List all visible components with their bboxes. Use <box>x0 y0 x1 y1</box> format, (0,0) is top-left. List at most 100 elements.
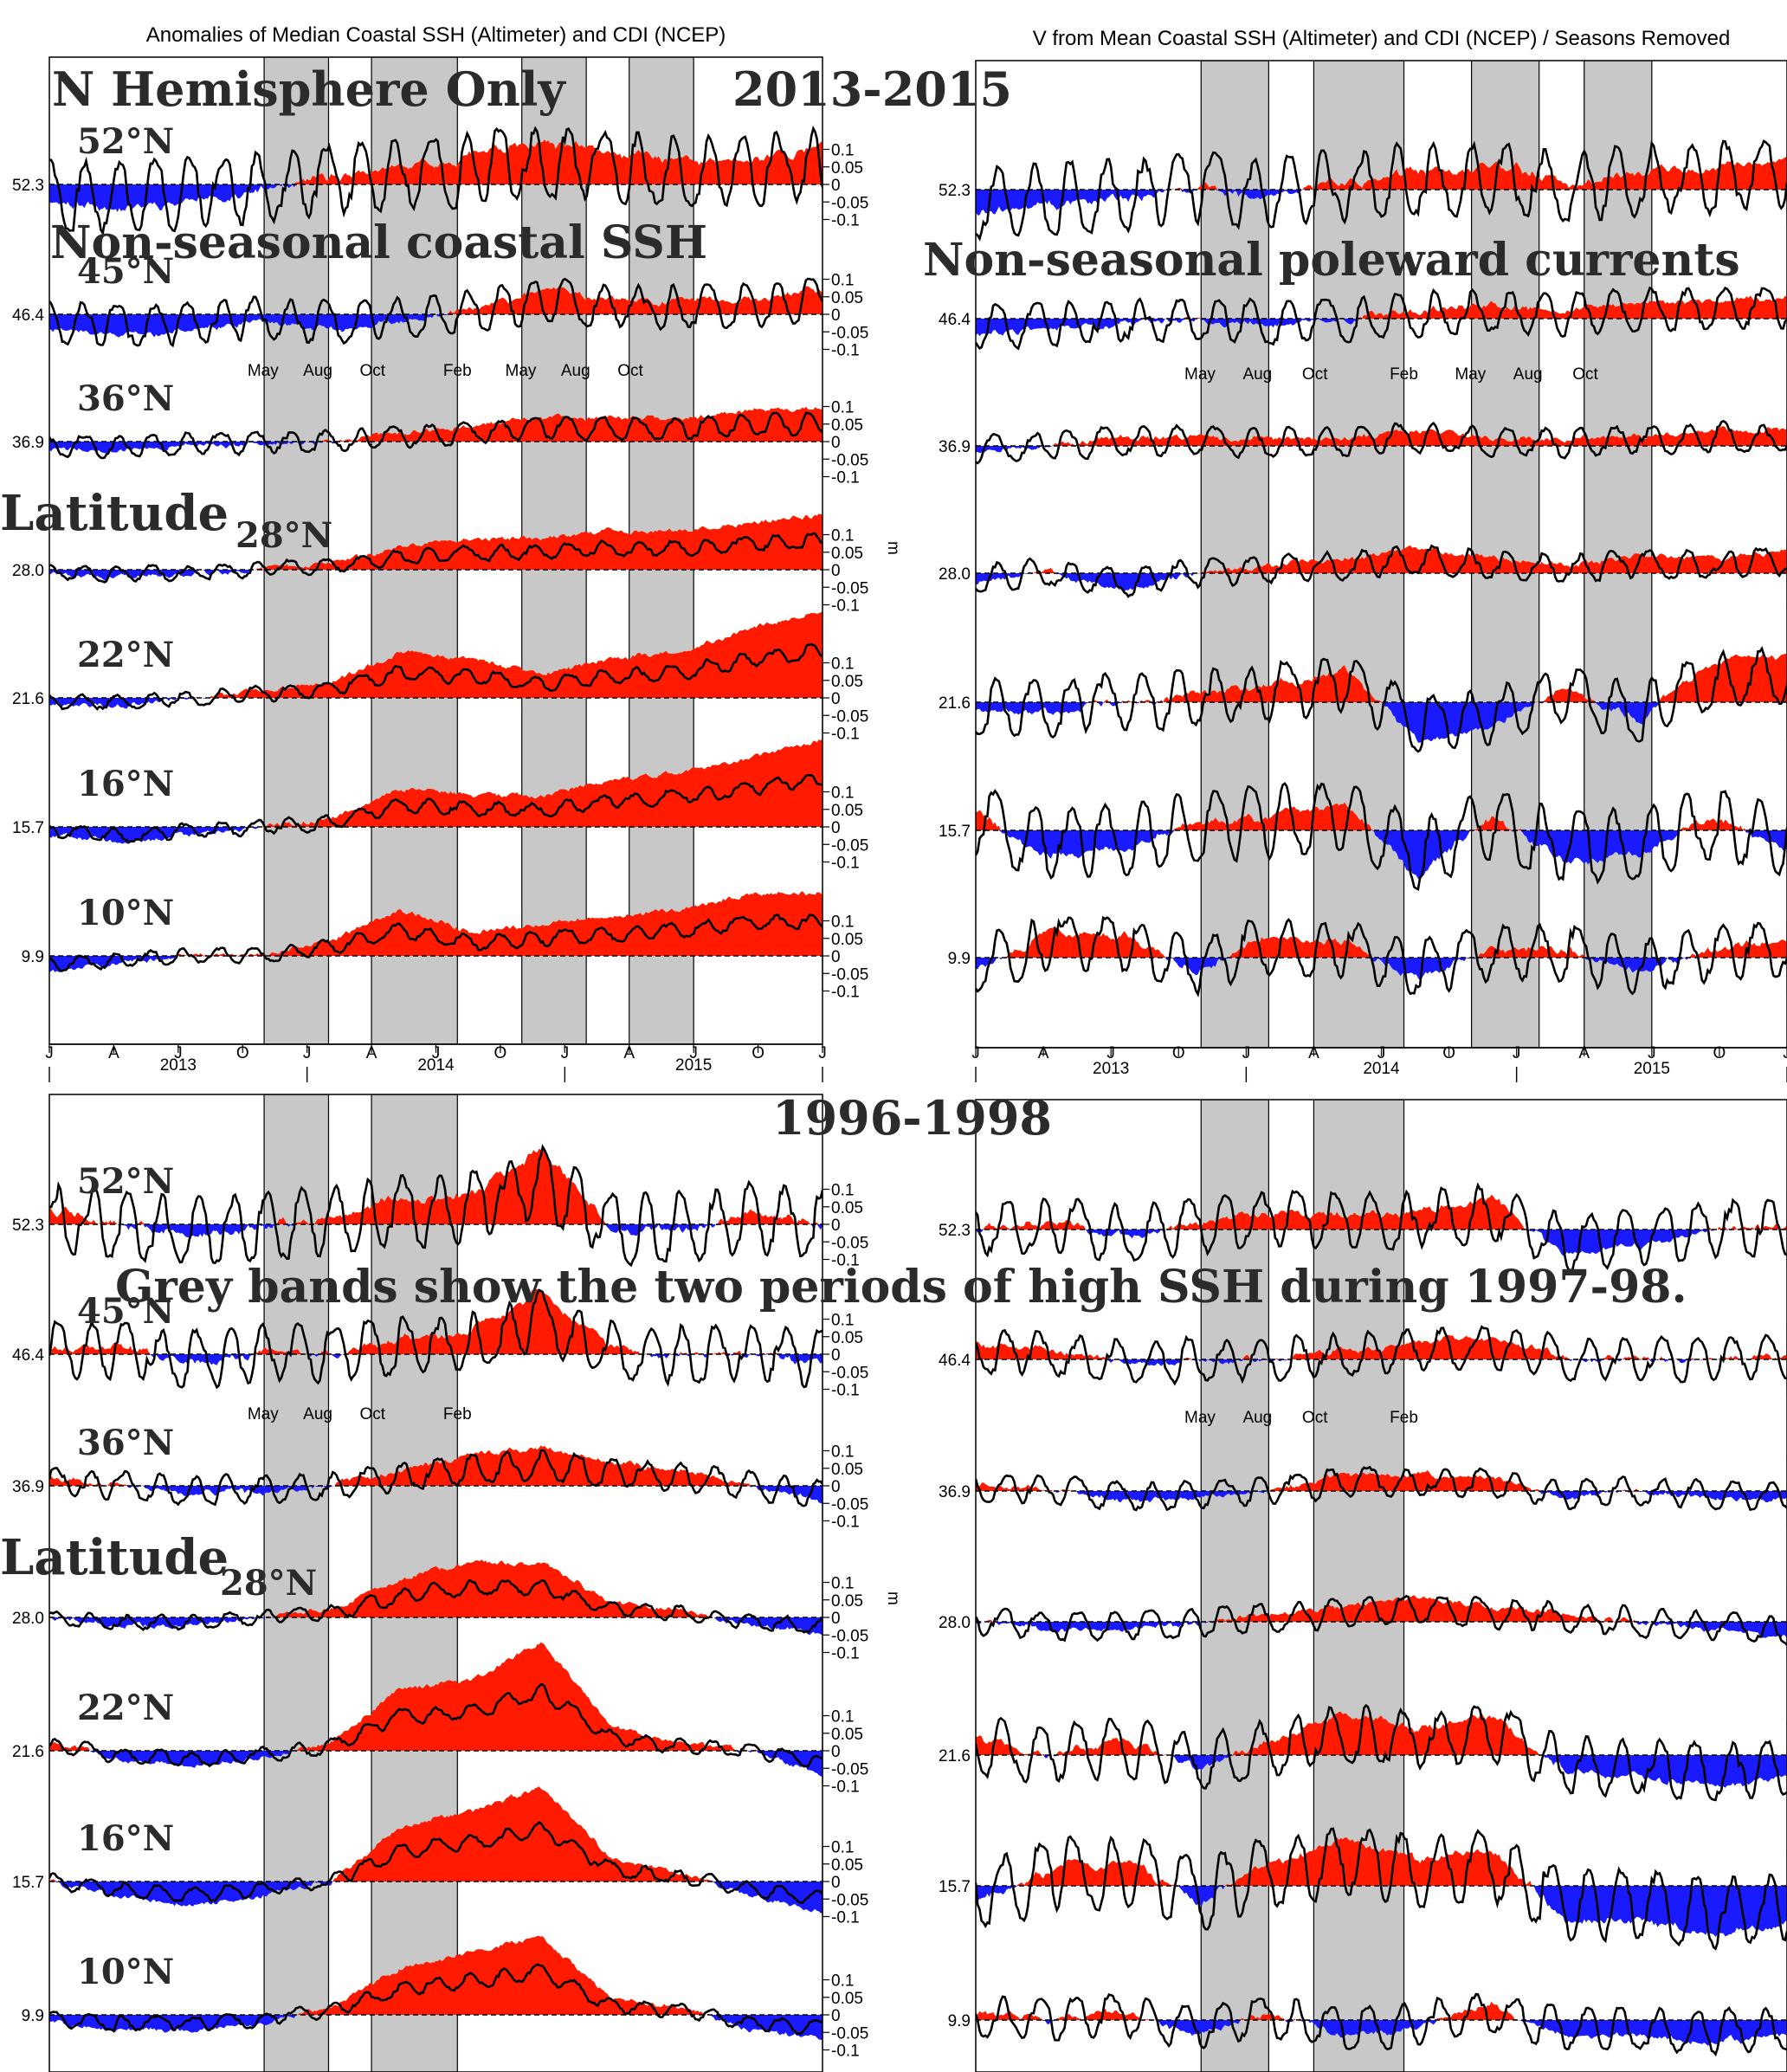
x-tick-label: J <box>689 1044 698 1062</box>
latitude-label-row-1: 52°N <box>77 1161 174 1202</box>
positive-area-row-5 <box>976 1711 1787 1755</box>
positive-area-row-3 <box>49 1445 823 1486</box>
negative-area-row-6 <box>976 830 1787 879</box>
scale-tick-label: 0 <box>831 819 841 837</box>
lat-ref-label-row-2: 46.4 <box>12 307 44 325</box>
positive-area-row-1 <box>49 139 823 184</box>
band-month-label: Aug <box>1513 365 1543 384</box>
lat-ref-label-row-3: 36.9 <box>12 1478 44 1496</box>
x-tick-label: A <box>1308 1044 1319 1062</box>
overlay-n-hemisphere: N Hemisphere Only <box>52 61 566 117</box>
cdi-line-row-2 <box>49 1288 823 1390</box>
band-month-label: May <box>1184 365 1216 384</box>
x-tick-label: J <box>1106 1044 1115 1062</box>
scale-tick-label: 0.05 <box>831 1726 863 1744</box>
cdi-line-row-2 <box>976 1325 1787 1386</box>
x-tick-label: A <box>108 1044 119 1062</box>
x-tick-label: O <box>494 1044 507 1062</box>
grey-band-1 <box>1200 61 1269 1048</box>
lat-ref-label-row-2: 46.4 <box>12 1346 44 1365</box>
panel-ssh-1996-1998: 52.30.10.050-0.05-0.152°N46.40.10.050-0.… <box>12 1094 902 2072</box>
scale-tick-label: 0.1 <box>831 1312 854 1330</box>
scale-tick-label: 0 <box>831 177 841 195</box>
lat-ref-label-row-7: 9.9 <box>22 2007 44 2025</box>
scale-tick-label: 0.05 <box>831 802 863 820</box>
latitude-label-row-3: 36°N <box>77 1423 174 1463</box>
scale-tick-label: 0.05 <box>831 673 863 691</box>
scale-tick-label: -0.1 <box>831 597 860 616</box>
panel-ssh-2013-2015: 52.30.10.050-0.05-0.152°N46.40.10.050-0.… <box>12 23 902 1082</box>
scale-tick-label: -0.05 <box>831 579 868 597</box>
positive-area-row-5 <box>49 1642 823 1751</box>
x-tick-label: J <box>1648 1044 1656 1062</box>
lat-ref-label-row-6: 15.7 <box>939 823 971 841</box>
scale-tick-label: -0.1 <box>831 212 860 230</box>
latitude-label-row-5: 22°N <box>77 1688 174 1728</box>
scale-tick-label: -0.1 <box>831 726 860 744</box>
lat-ref-label-row-4: 28.0 <box>939 565 971 584</box>
overlay-latitude-bottom: Latitude <box>0 1529 229 1586</box>
scale-tick-label: 0.05 <box>831 931 863 949</box>
scale-tick-label: 0.1 <box>831 1839 854 1857</box>
x-tick-label: J <box>1783 1044 1787 1062</box>
negative-area-row-1 <box>49 184 823 212</box>
scale-tick-label: -0.05 <box>831 965 868 984</box>
positive-area-row-3 <box>976 1470 1787 1491</box>
grey-band-2 <box>1313 1100 1405 2072</box>
cdi-line-row-5 <box>49 642 823 711</box>
scale-tick-label: -0.1 <box>831 1514 860 1532</box>
cdi-line-row-6 <box>49 773 823 844</box>
positive-area-row-1 <box>49 1146 823 1224</box>
cdi-line-row-1 <box>976 139 1787 242</box>
latitude-label-row-1: 52°N <box>77 121 174 162</box>
x-tick-label: J <box>174 1044 183 1062</box>
negative-area-row-7 <box>976 2020 1787 2046</box>
positive-area-row-3 <box>49 406 823 442</box>
x-tick-label: A <box>366 1044 377 1062</box>
scale-tick-label: 0.05 <box>831 1329 863 1347</box>
band-month-label: May <box>248 362 279 380</box>
scale-tick-label: -0.1 <box>831 342 860 360</box>
latitude-label-row-3: 36°N <box>77 378 174 419</box>
x-tick-label: A <box>1578 1044 1590 1062</box>
band-month-label: Feb <box>1390 1409 1418 1427</box>
lat-ref-label-row-1: 52.3 <box>12 177 44 195</box>
band-month-label: Oct <box>617 362 643 380</box>
lat-ref-label-row-5: 21.6 <box>12 690 44 708</box>
latitude-label-row-2: 45°N <box>77 1291 174 1332</box>
scale-tick-label: -0.1 <box>831 2043 860 2061</box>
positive-area-row-4 <box>49 513 823 570</box>
scale-tick-label: -0.05 <box>831 1627 868 1645</box>
latitude-label-row-6: 16°N <box>77 1818 174 1859</box>
scale-tick-label: -0.05 <box>831 1234 868 1252</box>
positive-area-row-6 <box>976 1837 1787 1886</box>
x-tick-label: O <box>1172 1044 1185 1062</box>
cdi-line-row-5 <box>976 1703 1787 1802</box>
overlay-nonseasonal-ssh: Non-seasonal coastal SSH <box>50 216 707 269</box>
band-month-label: Aug <box>1242 1409 1272 1427</box>
cdi-line-row-7 <box>976 1992 1787 2057</box>
scale-tick-label: -0.05 <box>831 1760 868 1778</box>
positive-area-row-2 <box>976 295 1787 319</box>
band-month-label: Feb <box>1390 365 1418 384</box>
x-tick-label: J <box>1242 1044 1251 1062</box>
unit-label: m <box>884 541 902 555</box>
scale-tick-label: -0.05 <box>831 707 868 726</box>
scale-tick-label: 0.05 <box>831 289 863 307</box>
lat-ref-label-row-3: 36.9 <box>939 438 971 456</box>
negative-area-row-5 <box>976 702 1787 743</box>
positive-area-row-6 <box>49 1786 823 1882</box>
grey-band-4 <box>1584 61 1653 1048</box>
positive-area-row-6 <box>976 802 1787 830</box>
x-tick-label: J <box>432 1044 441 1062</box>
year-label: 2015 <box>675 1056 712 1075</box>
scale-tick-label: 0 <box>831 2007 841 2025</box>
scale-tick-label: -0.05 <box>831 451 868 469</box>
negative-area-row-5 <box>49 698 823 709</box>
overlay-nonseasonal-currents: Non-seasonal poleward currents <box>923 234 1740 287</box>
scale-tick-label: 0.1 <box>831 272 854 290</box>
negative-area-row-2 <box>49 314 823 338</box>
cdi-line-row-2 <box>49 277 823 348</box>
cdi-line-row-1 <box>976 1182 1787 1272</box>
cdi-line-row-5 <box>976 645 1787 753</box>
